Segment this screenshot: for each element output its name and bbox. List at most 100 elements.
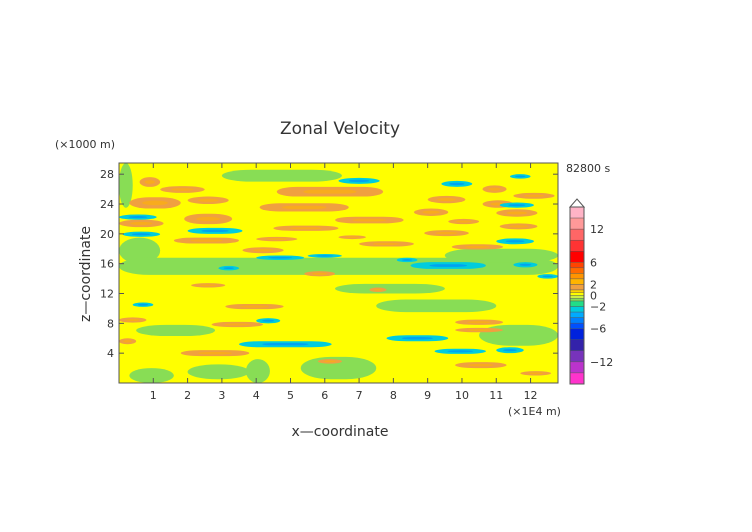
positive-band-core	[437, 198, 456, 202]
colorbar-frame	[569, 206, 585, 385]
x-tick-label: 8	[390, 389, 397, 402]
colorbar-tick-label: 0	[590, 290, 597, 303]
green-region	[335, 283, 445, 294]
positive-band-core	[197, 198, 219, 202]
positive-band-core	[523, 194, 545, 198]
negative-band-core	[401, 259, 413, 261]
negative-band-core	[447, 350, 474, 353]
chart-title: Zonal Velocity	[280, 119, 400, 139]
colorbar-level	[569, 217, 585, 230]
green-region	[479, 324, 558, 346]
positive-band-core	[345, 236, 360, 238]
positive-band-core	[509, 225, 528, 228]
colorbar-tick-label: 6	[590, 256, 597, 269]
y-axis-label: z—coordinate	[78, 226, 94, 322]
x-tick-label: 1	[150, 389, 157, 402]
colorbar-ticks: 12 6 20−2 −6 −12	[590, 223, 613, 369]
colorbar-level	[569, 278, 585, 285]
x-tick-label: 10	[455, 389, 469, 402]
colorbar-tick-label: −6	[590, 323, 606, 336]
colorbar	[568, 198, 586, 385]
positive-band-core	[130, 221, 153, 225]
green-region	[187, 364, 250, 380]
colorbar-level	[569, 322, 585, 329]
y-tick-label: 4	[107, 347, 114, 360]
x-tick-label: 6	[321, 389, 328, 402]
plot-frame	[118, 162, 559, 384]
y-tick-label: 16	[100, 258, 114, 271]
y-tick-label: 24	[100, 198, 114, 211]
negative-band-core	[449, 182, 465, 186]
green-region	[444, 248, 558, 263]
green-region	[129, 368, 174, 383]
positive-band-core	[289, 227, 323, 230]
x-tick-label: 4	[253, 389, 260, 402]
colorbar-level	[569, 339, 585, 352]
colorbar-level	[569, 295, 585, 299]
green-region	[376, 299, 497, 313]
y-axis-ticks: 4 8 12 16 20 24 28	[100, 168, 558, 360]
negative-band-core	[128, 216, 148, 219]
colorbar-tick-label: 2	[590, 278, 597, 291]
positive-band-core	[467, 321, 492, 324]
colorbar-level	[569, 317, 585, 324]
colorbar-level	[569, 228, 585, 241]
positive-band-core	[464, 245, 491, 248]
colorbar-level	[569, 292, 585, 296]
green-region	[245, 359, 270, 383]
colorbar-level	[569, 306, 585, 313]
negative-band-core	[401, 337, 433, 340]
positive-band-core	[224, 323, 251, 326]
positive-band-core	[199, 284, 217, 287]
negative-band-core	[262, 343, 309, 346]
positive-band-core	[144, 180, 156, 184]
negative-band-core	[429, 264, 468, 267]
positive-band-core	[239, 305, 270, 308]
colorbar-level	[569, 284, 585, 291]
positive-band-core	[373, 288, 383, 291]
colorbar-level	[569, 372, 585, 385]
negative-band-core	[223, 267, 234, 270]
contour-field	[119, 163, 558, 383]
x-axis-unit: (×1E4 m)	[508, 405, 561, 418]
x-tick-label: 2	[184, 389, 191, 402]
x-tick-label: 3	[218, 389, 225, 402]
y-tick-label: 28	[100, 168, 114, 181]
positive-band-core	[467, 329, 492, 331]
positive-band-core	[303, 189, 357, 194]
negative-band-core	[542, 275, 553, 278]
y-tick-label: 20	[100, 228, 114, 241]
green-region	[136, 324, 216, 337]
positive-band-core	[197, 351, 233, 355]
colorbar-level	[569, 251, 585, 263]
x-tick-label: 9	[424, 389, 431, 402]
negative-band-core	[262, 319, 275, 322]
y-tick-label: 12	[100, 288, 114, 301]
positive-band-core	[142, 200, 168, 206]
negative-band-core	[316, 255, 334, 257]
negative-band-core	[268, 256, 293, 259]
y-axis-unit: (×1000 m)	[55, 138, 115, 151]
positive-band-core	[125, 318, 140, 322]
positive-band-core	[190, 239, 223, 242]
x-tick-label: 12	[524, 389, 538, 402]
positive-band-core	[123, 340, 132, 343]
green-region	[221, 169, 342, 182]
positive-band-core	[352, 218, 387, 222]
positive-band-core	[435, 231, 458, 235]
colorbar-level	[569, 206, 585, 219]
colorbar-tick-label: 12	[590, 223, 604, 236]
x-tick-label: 11	[489, 389, 503, 402]
positive-band-core	[311, 272, 328, 275]
x-tick-label: 7	[356, 389, 363, 402]
positive-band-core	[252, 249, 274, 252]
negative-band-core	[137, 303, 149, 306]
negative-band-core	[503, 348, 517, 352]
time-label: 82800 s	[566, 162, 610, 175]
negative-band-core	[515, 175, 526, 178]
colorbar-level	[569, 239, 585, 252]
colorbar-overflow-arrow	[568, 198, 586, 208]
positive-band-core	[467, 363, 494, 367]
negative-band-core	[201, 229, 229, 233]
